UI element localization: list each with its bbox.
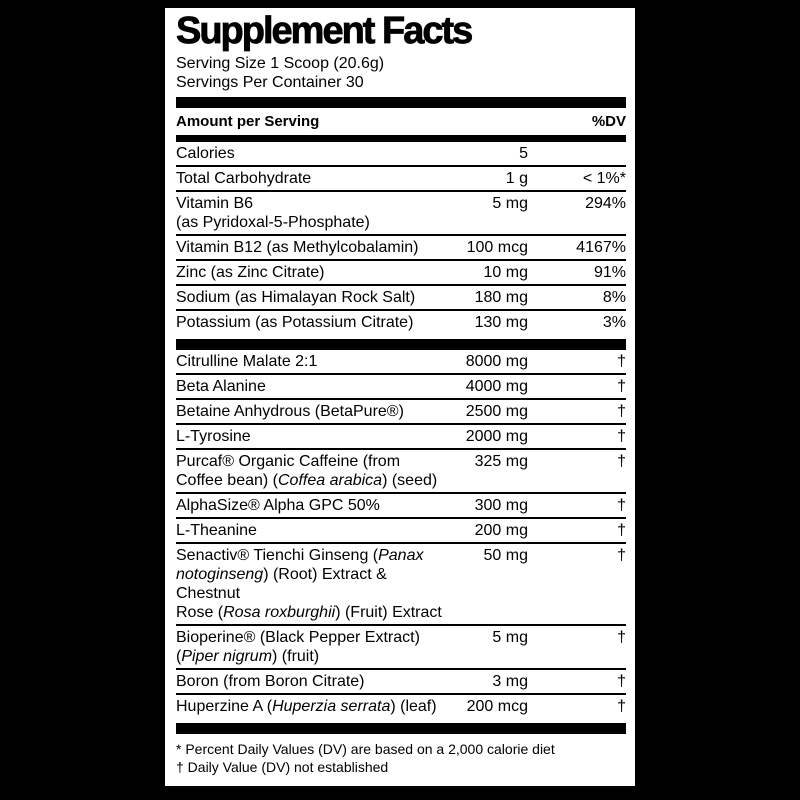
divider-bar-middle — [176, 339, 626, 350]
ingredient-row: Betaine Anhydrous (BetaPure®) 2500 mg † — [176, 400, 626, 425]
ingredient-row: Vitamin B6 (as Pyridoxal-5-Phosphate) 5 mg… — [176, 192, 626, 236]
ingredient-amount: 130 mg — [474, 314, 528, 331]
ingredient-amount: 5 — [519, 145, 528, 162]
ingredient-row: Potassium (as Potassium Citrate) 130 mg 3% — [176, 311, 626, 334]
ingredient-dv: † — [617, 522, 626, 539]
ingredient-amount: 4000 mg — [465, 378, 528, 395]
ingredient-name: Potassium (as Potassium Citrate) — [176, 314, 414, 331]
ingredient-amount: 200 mcg — [466, 698, 528, 715]
ingredient-dv: 4167% — [576, 239, 626, 256]
active-ingredients-section: Citrulline Malate 2:1 8000 mg † Beta Alanin… — [176, 350, 626, 718]
ingredient-row: Huperzine A (Huperzia serrata) (leaf) 200… — [176, 695, 626, 718]
ingredient-name: AlphaSize® Alpha GPC 50% — [176, 497, 380, 514]
ingredient-name: Total Carbohydrate — [176, 170, 312, 187]
ingredient-row: Purcaf® Organic Caffeine (from Coffee bea… — [176, 450, 626, 494]
ingredient-row: Sodium (as Himalayan Rock Salt) 180 mg 8% — [176, 286, 626, 311]
ingredient-name: Betaine Anhydrous (BetaPure®) — [176, 403, 404, 420]
ingredient-row: L-Theanine 200 mg † — [176, 519, 626, 544]
ingredient-row: Boron (from Boron Citrate) 3 mg † — [176, 670, 626, 695]
ingredient-dv: 294% — [585, 195, 626, 212]
ingredient-amount: 2000 mg — [465, 428, 528, 445]
ingredient-dv: † — [617, 403, 626, 420]
ingredient-row: Beta Alanine 4000 mg † — [176, 375, 626, 400]
ingredient-dv: † — [617, 698, 626, 715]
column-header-row: Amount per Serving %DV — [176, 108, 626, 135]
ingredient-row: Citrulline Malate 2:1 8000 mg † — [176, 350, 626, 375]
ingredient-row: Senactiv® Tienchi Ginseng (Panax notogins… — [176, 544, 626, 626]
ingredient-name: Bioperine® (Black Pepper Extract) (Piper … — [176, 629, 420, 665]
ingredient-name: Vitamin B12 (as Methylcobalamin) — [176, 239, 419, 256]
divider-bar-header — [176, 135, 626, 142]
ingredient-amount: 180 mg — [474, 289, 528, 306]
ingredient-row: Total Carbohydrate 1 g < 1%* — [176, 167, 626, 192]
footnotes: * Percent Daily Values (DV) are based on… — [176, 734, 626, 776]
ingredient-name: Calories — [176, 145, 235, 162]
ingredient-name: Huperzine A (Huperzia serrata) (leaf) — [176, 698, 437, 715]
ingredient-row: L-Tyrosine 2000 mg † — [176, 425, 626, 450]
ingredient-dv: † — [617, 353, 626, 370]
ingredient-row: Calories 5 — [176, 142, 626, 167]
ingredient-amount: 3 mg — [492, 673, 528, 690]
ingredient-amount: 325 mg — [474, 453, 528, 470]
ingredient-dv: † — [617, 497, 626, 514]
divider-bar-top — [176, 97, 626, 108]
ingredient-name: L-Tyrosine — [176, 428, 251, 445]
ingredient-dv: † — [617, 453, 626, 470]
footnote-dv-not-established: † Daily Value (DV) not established — [176, 759, 389, 775]
ingredient-amount: 5 mg — [492, 195, 528, 212]
ingredient-dv: 8% — [602, 289, 626, 306]
ingredient-dv: 91% — [593, 264, 626, 281]
ingredient-amount: 2500 mg — [465, 403, 528, 420]
serving-size-text: Serving Size 1 Scoop (20.6g) — [176, 55, 385, 72]
ingredient-amount: 100 mcg — [466, 239, 528, 256]
divider-bar-bottom — [176, 723, 626, 734]
footnote-dv-basis: * Percent Daily Values (DV) are based on… — [176, 741, 555, 757]
ingredient-name: Beta Alanine — [176, 378, 266, 395]
ingredient-name: Vitamin B6 (as Pyridoxal-5-Phosphate) — [176, 195, 370, 231]
ingredient-dv: † — [617, 428, 626, 445]
ingredient-name: Senactiv® Tienchi Ginseng (Panax notogins… — [176, 547, 442, 621]
ingredient-dv: † — [617, 547, 626, 564]
ingredient-row: Vitamin B12 (as Methylcobalamin) 100 mcg 4… — [176, 236, 626, 261]
ingredient-name: Purcaf® Organic Caffeine (from Coffee bea… — [176, 453, 438, 489]
ingredient-amount: 1 g — [505, 170, 528, 187]
ingredient-amount: 10 mg — [483, 264, 528, 281]
panel-title: Supplement Facts — [176, 10, 474, 52]
ingredient-amount: 200 mg — [474, 522, 528, 539]
dv-header: %DV — [591, 113, 626, 130]
ingredient-dv: 3% — [602, 314, 626, 331]
ingredient-name: Sodium (as Himalayan Rock Salt) — [176, 289, 416, 306]
ingredient-dv: < 1%* — [582, 170, 626, 187]
amount-per-serving-header: Amount per Serving — [176, 113, 320, 130]
ingredient-name: Boron (from Boron Citrate) — [176, 673, 365, 690]
ingredient-row: Bioperine® (Black Pepper Extract) (Piper … — [176, 626, 626, 670]
ingredient-dv: † — [617, 673, 626, 690]
servings-per-container-text: Servings Per Container 30 — [176, 74, 364, 91]
ingredient-name: L-Theanine — [176, 522, 257, 539]
ingredient-amount: 50 mg — [483, 547, 528, 564]
ingredient-amount: 5 mg — [492, 629, 528, 646]
ingredient-dv: † — [617, 378, 626, 395]
ingredient-amount: 8000 mg — [465, 353, 528, 370]
ingredient-dv: † — [617, 629, 626, 646]
supplement-facts-panel: Supplement Facts Serving Size 1 Scoop (2… — [165, 8, 635, 786]
ingredient-name: Citrulline Malate 2:1 — [176, 353, 318, 370]
nutrients-section: Calories 5 Total Carbohydrate 1 g < 1%* Vitam… — [176, 142, 626, 334]
ingredient-amount: 300 mg — [474, 497, 528, 514]
ingredient-name: Zinc (as Zinc Citrate) — [176, 264, 325, 281]
ingredient-row: AlphaSize® Alpha GPC 50% 300 mg † — [176, 494, 626, 519]
ingredient-row: Zinc (as Zinc Citrate) 10 mg 91% — [176, 261, 626, 286]
